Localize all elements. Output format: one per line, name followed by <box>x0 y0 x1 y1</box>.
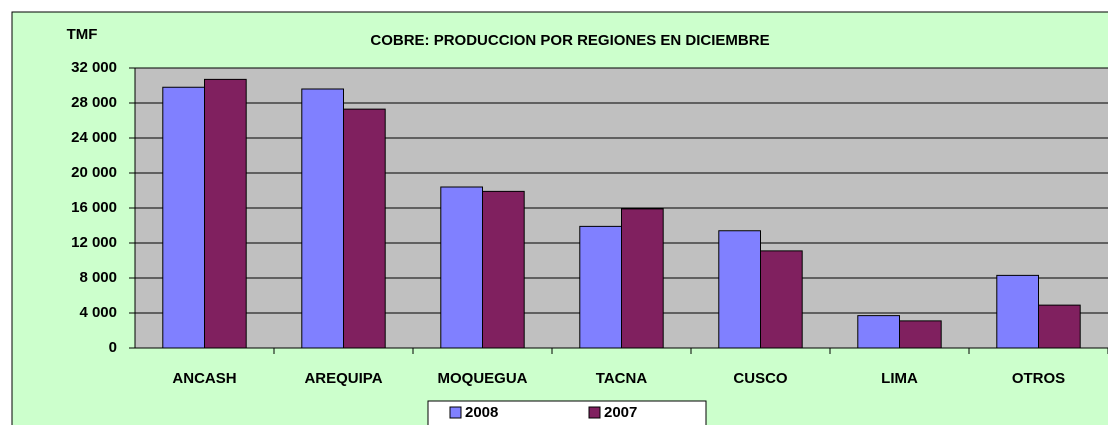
y-tick-label: 16 000 <box>71 199 117 216</box>
x-tick-label: LIMA <box>881 370 918 387</box>
y-tick-label: 32 000 <box>71 59 117 76</box>
bar <box>204 78 247 349</box>
x-tick-label: AREQUIPA <box>304 370 382 387</box>
x-tick-label: OTROS <box>1012 370 1065 387</box>
y-tick-label: 0 <box>109 339 117 356</box>
bar <box>621 208 664 349</box>
y-tick-label: 20 000 <box>71 164 117 181</box>
legend-label: 2007 <box>604 404 637 421</box>
legend-swatch <box>588 406 601 419</box>
bar <box>343 108 386 349</box>
x-tick-label: ANCASH <box>172 370 236 387</box>
bar <box>899 320 942 349</box>
bar <box>718 230 761 349</box>
y-tick-label: 12 000 <box>71 234 117 251</box>
bar <box>857 315 900 349</box>
y-axis-label: TMF <box>67 26 98 43</box>
bar <box>162 86 206 349</box>
x-tick-label: CUSCO <box>733 370 788 387</box>
bar <box>301 88 344 349</box>
chart-title: COBRE: PRODUCCION POR REGIONES EN DICIEM… <box>370 32 769 49</box>
bar <box>760 250 803 349</box>
bar <box>1038 304 1081 349</box>
bar <box>482 190 525 349</box>
x-tick-label: MOQUEGUA <box>438 370 528 387</box>
x-tick-label: TACNA <box>596 370 648 387</box>
y-tick-label: 4 000 <box>79 304 117 321</box>
bar <box>996 274 1039 349</box>
y-tick-label: 28 000 <box>71 94 117 111</box>
legend-label: 2008 <box>465 404 498 421</box>
bar <box>579 225 622 349</box>
y-tick-label: 8 000 <box>79 269 117 286</box>
y-tick-label: 24 000 <box>71 129 117 146</box>
legend-swatch <box>449 406 462 419</box>
bar <box>440 186 483 349</box>
